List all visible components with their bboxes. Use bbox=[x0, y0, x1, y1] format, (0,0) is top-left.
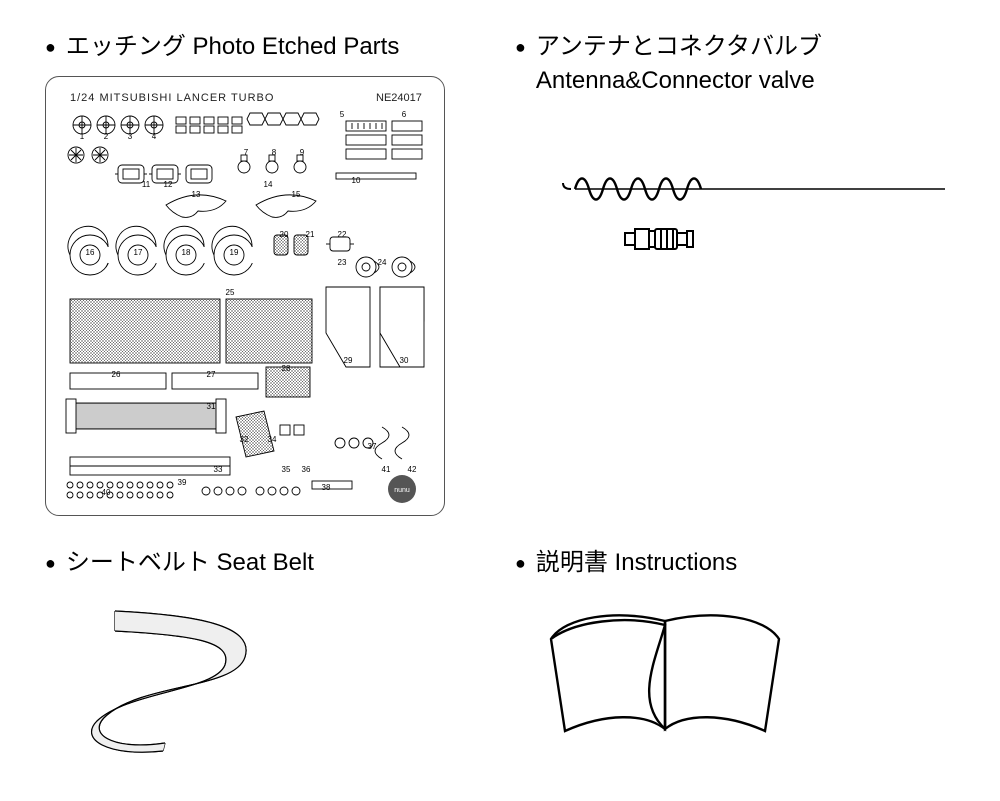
heading-seatbelt: ● シートベルト Seat Belt bbox=[45, 546, 485, 580]
pe-label: 39 bbox=[178, 478, 187, 487]
pe-label: 8 bbox=[272, 148, 277, 157]
pe-label: 26 bbox=[112, 370, 121, 379]
pe-label: 34 bbox=[268, 435, 277, 444]
pe-code: NE24017 bbox=[376, 92, 422, 104]
pe-label: 7 bbox=[244, 148, 249, 157]
bullet-icon: ● bbox=[515, 551, 526, 576]
pe-fan-row bbox=[68, 147, 84, 163]
pe-label: 2 bbox=[104, 132, 109, 141]
heading-en: Photo Etched Parts bbox=[193, 33, 400, 60]
heading-photo-etched: ● エッチング Photo Etched Parts bbox=[45, 30, 485, 64]
pe-label: 21 bbox=[306, 230, 315, 239]
pe-label: 37 bbox=[368, 442, 377, 451]
section-seatbelt: ● シートベルト Seat Belt bbox=[30, 536, 500, 792]
seatbelt-svg bbox=[45, 591, 345, 761]
photo-etched-svg: .s { fill:none; stroke:#000; stroke-widt… bbox=[46, 77, 446, 517]
pe-label: 18 bbox=[182, 248, 191, 257]
pe-label: 4 bbox=[152, 132, 157, 141]
svg-text:nunu: nunu bbox=[394, 487, 410, 494]
pe-label: 3 bbox=[128, 132, 133, 141]
pe-label: 33 bbox=[214, 465, 223, 474]
heading-jp: アンテナとコネクタバルブ bbox=[536, 33, 822, 60]
pe-label: 11 bbox=[142, 180, 151, 189]
heading-en: Antenna&Connector valve bbox=[536, 67, 815, 94]
pe-strip-10 bbox=[336, 173, 416, 179]
heading-jp: エッチング bbox=[66, 33, 186, 60]
pe-c-discs bbox=[68, 226, 254, 275]
pe-label: 15 bbox=[292, 190, 301, 199]
pe-label: 12 bbox=[164, 180, 173, 189]
pe-logo: nunu bbox=[388, 475, 416, 503]
pe-label: 38 bbox=[322, 483, 331, 492]
pe-label: 40 bbox=[102, 488, 111, 497]
pe-label: 10 bbox=[352, 176, 361, 185]
pe-label: 9 bbox=[300, 148, 305, 157]
pe-label: 14 bbox=[264, 180, 273, 189]
section-photo-etched: ● エッチング Photo Etched Parts bbox=[30, 20, 500, 536]
pe-label: 1 bbox=[80, 132, 85, 141]
section-instructions: ● 説明書 Instructions bbox=[500, 536, 970, 792]
pe-label: 35 bbox=[282, 465, 291, 474]
heading-instructions: ● 説明書 Instructions bbox=[515, 546, 955, 580]
pe-label: 27 bbox=[207, 370, 216, 379]
heading-antenna: ● アンテナとコネクタバルブ Antenna&Connector valve bbox=[515, 30, 955, 97]
heading-jp: 説明書 bbox=[536, 549, 608, 576]
pe-label: 31 bbox=[207, 402, 216, 411]
pe-label: 24 bbox=[378, 258, 387, 267]
instructions-svg bbox=[515, 591, 815, 771]
antenna-svg bbox=[515, 109, 955, 309]
section-antenna: ● アンテナとコネクタバルブ Antenna&Connector valve bbox=[500, 20, 970, 536]
pe-label: 42 bbox=[408, 465, 417, 474]
pe-washers bbox=[73, 116, 163, 134]
pe-label: 16 bbox=[86, 248, 95, 257]
pe-label: 22 bbox=[338, 230, 347, 239]
pe-balls bbox=[238, 155, 306, 173]
pe-label: 20 bbox=[280, 230, 289, 239]
heading-jp: シートベルト bbox=[66, 549, 210, 576]
pe-label: 30 bbox=[400, 356, 409, 365]
heading-en: Instructions bbox=[615, 549, 738, 576]
pe-trap-29 bbox=[326, 287, 370, 367]
pe-label: 17 bbox=[134, 248, 143, 257]
pe-grille-31 bbox=[66, 399, 226, 433]
pe-rect-pairs bbox=[176, 113, 319, 133]
bullet-icon: ● bbox=[45, 551, 56, 576]
pe-label: 5 bbox=[340, 110, 345, 119]
heading-en: Seat Belt bbox=[217, 549, 314, 576]
pe-grille-blocks bbox=[346, 121, 422, 159]
pe-label: 41 bbox=[382, 465, 391, 474]
pe-mesh-25 bbox=[70, 299, 220, 363]
pe-label: 32 bbox=[240, 435, 249, 444]
photo-etched-frame: .s { fill:none; stroke:#000; stroke-widt… bbox=[45, 76, 445, 516]
pe-label: 29 bbox=[344, 356, 353, 365]
bullet-icon: ● bbox=[45, 35, 56, 60]
pe-label: 28 bbox=[282, 364, 291, 373]
pe-label: 13 bbox=[192, 190, 201, 199]
pe-title: 1/24 MITSUBISHI LANCER TURBO bbox=[70, 92, 274, 104]
booklet-icon bbox=[551, 616, 779, 732]
pe-label: 36 bbox=[302, 465, 311, 474]
pe-label: 6 bbox=[402, 110, 407, 119]
bullet-icon: ● bbox=[515, 35, 526, 60]
pe-label: 25 bbox=[226, 288, 235, 297]
pe-fan-row bbox=[92, 147, 108, 163]
pe-pedal-32 bbox=[236, 411, 274, 457]
pe-mesh-25b bbox=[226, 299, 312, 363]
pe-label: 23 bbox=[338, 258, 347, 267]
connector-valve bbox=[625, 229, 693, 249]
pe-label: 19 bbox=[230, 248, 239, 257]
seatbelt-edge-b bbox=[92, 631, 226, 752]
seatbelt-fill bbox=[92, 611, 247, 752]
